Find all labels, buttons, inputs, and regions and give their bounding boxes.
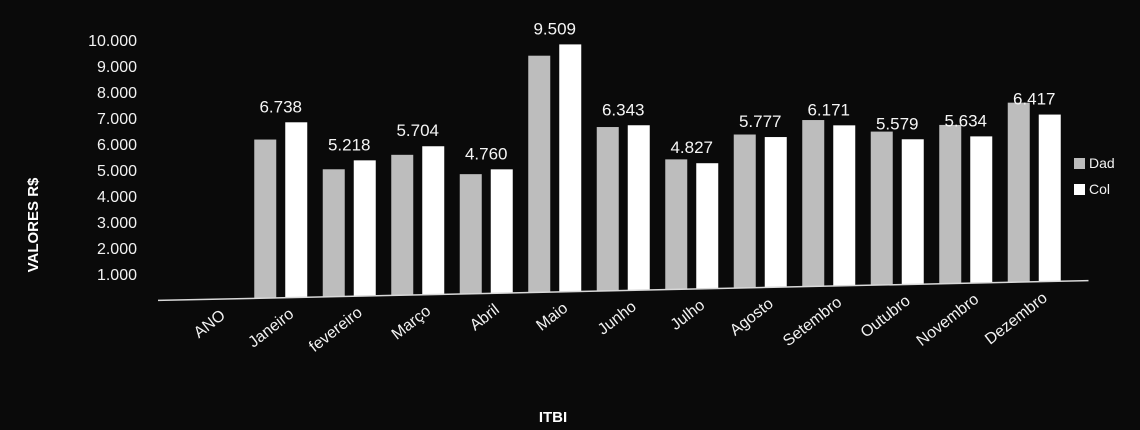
bar-dad-1	[254, 139, 277, 299]
bar-dad-3	[391, 154, 414, 296]
data-label-12: 6.417	[1013, 90, 1056, 109]
legend-label-dad: Dad	[1089, 155, 1115, 171]
data-label-9: 6.171	[807, 100, 850, 119]
y-tick-label: 7.000	[97, 111, 137, 128]
bar-col-4	[490, 169, 513, 294]
data-label-5: 9.509	[533, 19, 576, 38]
y-tick-label: 10.000	[88, 33, 137, 50]
bar-col-9	[833, 125, 856, 286]
bar-dad-8	[733, 134, 756, 288]
x-tick-label: Julho	[668, 297, 709, 334]
bar-dad-4	[459, 174, 482, 294]
x-tick-label: Novembro	[914, 291, 983, 350]
bar-dad-12	[1007, 102, 1030, 283]
x-tick-label: Agosto	[727, 295, 777, 339]
y-tick-label: 1.000	[97, 267, 137, 284]
bar-dad-11	[939, 124, 962, 284]
bar-col-5	[559, 44, 582, 292]
x-tick-label: Setembro	[780, 294, 845, 350]
x-tick-label: Março	[389, 303, 435, 344]
data-label-4: 4.760	[465, 144, 508, 163]
data-label-3: 5.704	[396, 121, 439, 140]
x-axis-line	[157, 279, 1089, 302]
data-label-1: 6.738	[259, 97, 302, 116]
legend-swatch-col	[1074, 184, 1085, 195]
x-tick-label: Abril	[467, 301, 503, 334]
y-tick-label: 5.000	[97, 163, 137, 180]
data-label-2: 5.218	[328, 135, 371, 154]
bar-dad-10	[870, 131, 893, 285]
legend: Dad Col	[1074, 155, 1115, 197]
bar-col-12	[1038, 114, 1061, 282]
data-label-8: 5.777	[739, 112, 782, 131]
data-label-7: 4.827	[670, 138, 713, 157]
bar-col-7	[696, 163, 719, 289]
y-tick-label: 9.000	[97, 59, 137, 76]
x-tick-label: Janeiro	[245, 306, 297, 352]
x-tick-label: ANO	[191, 307, 229, 342]
bar-dad-9	[802, 120, 825, 287]
x-tick-label: Maio	[533, 300, 571, 335]
y-tick-label: 3.000	[97, 215, 137, 232]
x-tick-label: fevereiro	[306, 304, 366, 356]
x-tick-label: Dezembro	[982, 289, 1051, 348]
legend-swatch-dad	[1074, 158, 1085, 169]
data-label-10: 5.579	[876, 114, 919, 133]
x-axis-title: ITBI	[539, 409, 567, 426]
bar-dad-5	[528, 55, 551, 293]
bar-col-8	[764, 137, 787, 288]
bar-dad-6	[596, 127, 619, 291]
y-axis-ticks: 1.000 2.000 3.000 4.000 5.000 6.000 7.000 8.000…	[88, 33, 137, 284]
y-tick-label: 8.000	[97, 85, 137, 102]
bar-col-3	[422, 146, 445, 295]
y-tick-label: 4.000	[97, 189, 137, 206]
bar-dad-2	[322, 169, 345, 297]
x-axis-labels: ANO Janeiro fevereiro Março Abril Maio Junho Ju…	[191, 289, 1051, 355]
legend-label-col: Col	[1089, 181, 1110, 197]
data-label-6: 6.343	[602, 100, 645, 119]
bar-dad-7	[665, 159, 688, 290]
bar-col-10	[901, 139, 924, 285]
bars-group	[254, 44, 1061, 299]
bar-col-1	[285, 122, 308, 298]
y-tick-label: 2.000	[97, 241, 137, 258]
y-axis-title: VALORES R$	[25, 177, 42, 272]
data-label-11: 5.634	[944, 111, 987, 130]
y-tick-label: 6.000	[97, 137, 137, 154]
data-labels-group: 6.738 5.218 5.704 4.760 9.509 6.343 4.827 5.777…	[259, 19, 1055, 163]
bar-col-2	[353, 160, 376, 297]
bar-col-11	[970, 136, 993, 283]
bar-col-6	[627, 125, 650, 291]
x-tick-label: Outubro	[858, 292, 914, 341]
x-tick-label: Junho	[595, 298, 640, 338]
